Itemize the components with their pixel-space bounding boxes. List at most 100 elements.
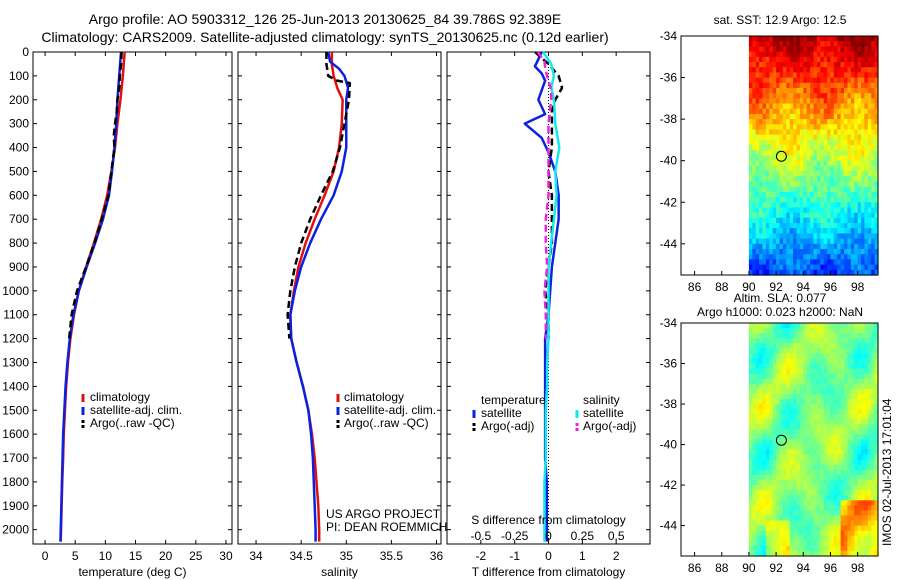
heatmap-cell bbox=[854, 259, 859, 266]
heatmap-cell bbox=[752, 254, 757, 260]
heatmap-cell bbox=[867, 535, 872, 542]
heatmap-cell bbox=[765, 212, 770, 219]
heatmap-cell bbox=[837, 202, 842, 209]
heatmap-cell bbox=[786, 212, 791, 219]
heatmap-cell bbox=[779, 82, 784, 89]
heatmap-cell bbox=[847, 155, 852, 162]
heatmap-cell bbox=[861, 449, 865, 456]
heatmap-cell bbox=[786, 545, 791, 552]
heatmap-cell bbox=[874, 249, 879, 255]
heatmap-cell bbox=[857, 207, 862, 214]
heatmap-cell bbox=[803, 535, 808, 542]
heatmap-cell bbox=[806, 67, 811, 73]
heatmap-cell bbox=[803, 545, 808, 552]
heatmap-cell bbox=[874, 77, 879, 84]
heatmap-cell bbox=[861, 328, 865, 334]
heatmap-cell bbox=[752, 429, 757, 436]
heatmap-cell bbox=[789, 510, 794, 517]
heatmap-cell bbox=[748, 525, 753, 532]
heatmap-cell bbox=[833, 338, 838, 344]
heatmap-cell bbox=[830, 490, 835, 496]
heatmap-cell bbox=[806, 98, 811, 105]
heatmap-cell bbox=[820, 475, 825, 481]
heatmap-cell bbox=[748, 67, 753, 73]
heatmap-cell bbox=[776, 545, 781, 552]
heatmap-cell bbox=[779, 202, 784, 209]
heatmap-cell bbox=[823, 228, 828, 234]
heatmap-cell bbox=[844, 485, 848, 491]
heatmap-cell bbox=[864, 545, 869, 552]
heatmap-cell bbox=[752, 540, 757, 547]
heatmap-cell bbox=[827, 217, 832, 224]
heatmap-cell bbox=[810, 368, 815, 375]
heatmap-cell bbox=[823, 424, 828, 430]
heatmap-cell bbox=[867, 378, 872, 385]
heatmap-cell bbox=[874, 449, 879, 456]
heatmap-cell bbox=[759, 103, 764, 110]
heatmap-cell bbox=[861, 93, 865, 99]
heatmap-cell bbox=[789, 155, 794, 162]
heatmap-cell bbox=[762, 82, 767, 89]
heatmap-cell bbox=[786, 550, 791, 557]
heatmap-cell bbox=[776, 165, 781, 172]
heatmap-cell bbox=[762, 338, 767, 344]
heatmap-cell bbox=[755, 46, 760, 53]
heatmap-cell bbox=[748, 510, 753, 517]
heatmap-cell bbox=[823, 233, 828, 240]
heatmap-cell bbox=[793, 134, 798, 141]
depth-tick-label: 600 bbox=[9, 188, 29, 202]
heatmap-cell bbox=[871, 98, 876, 105]
salinity-xtick-label: 35.5 bbox=[380, 549, 404, 563]
heatmap-cell bbox=[799, 51, 804, 58]
heatmap-cell bbox=[833, 368, 838, 375]
heatmap-cell bbox=[864, 269, 869, 276]
heatmap-cell bbox=[820, 404, 825, 410]
heatmap-cell bbox=[874, 530, 879, 537]
heatmap-cell bbox=[796, 373, 801, 380]
heatmap-cell bbox=[759, 88, 764, 94]
heatmap-cell bbox=[864, 165, 869, 172]
heatmap-cell bbox=[789, 525, 794, 532]
heatmap-cell bbox=[813, 449, 818, 456]
heatmap-cell bbox=[810, 414, 815, 420]
heatmap-cell bbox=[748, 181, 753, 188]
heatmap-cell bbox=[782, 217, 787, 224]
heatmap-cell bbox=[782, 540, 787, 547]
heatmap-cell bbox=[793, 505, 798, 511]
heatmap-cell bbox=[874, 243, 879, 250]
heatmap-cell bbox=[765, 217, 770, 224]
heatmap-cell bbox=[762, 550, 767, 557]
heatmap-cell bbox=[871, 129, 876, 136]
heatmap-cell bbox=[864, 444, 869, 451]
heatmap-cell bbox=[752, 358, 757, 365]
heatmap-cell bbox=[755, 171, 760, 177]
heatmap-cell bbox=[823, 353, 828, 360]
heatmap-cell bbox=[793, 348, 798, 354]
heatmap-cell bbox=[789, 56, 794, 63]
heatmap-cell bbox=[840, 469, 845, 476]
heatmap-cell bbox=[782, 328, 787, 334]
heatmap-cell bbox=[854, 62, 859, 68]
heatmap-cell bbox=[755, 520, 760, 527]
heatmap-cell bbox=[810, 338, 815, 344]
heatmap-cell bbox=[871, 383, 876, 390]
heatmap-cell bbox=[861, 145, 865, 151]
heatmap-cell bbox=[796, 228, 801, 234]
heatmap-cell bbox=[755, 490, 760, 496]
heatmap-cell bbox=[806, 93, 811, 99]
heatmap-cell bbox=[793, 108, 798, 115]
heatmap-cell bbox=[827, 475, 832, 481]
heatmap-cell bbox=[789, 259, 794, 266]
heatmap-cell bbox=[867, 414, 872, 420]
heatmap-cell bbox=[786, 510, 791, 517]
heatmap-cell bbox=[823, 333, 828, 339]
heatmap-cell bbox=[847, 113, 852, 120]
heatmap-cell bbox=[789, 388, 794, 395]
heatmap-cell bbox=[803, 197, 808, 203]
heatmap-cell bbox=[813, 176, 818, 183]
heatmap-cell bbox=[762, 36, 767, 42]
heatmap-cell bbox=[816, 93, 821, 99]
heatmap-cell bbox=[867, 343, 872, 349]
heatmap-cell bbox=[850, 485, 855, 491]
heatmap-cell bbox=[779, 388, 784, 395]
